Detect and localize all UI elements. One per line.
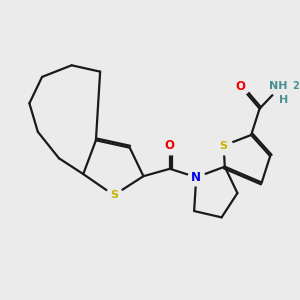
Text: H: H (279, 95, 288, 105)
Text: O: O (165, 139, 175, 152)
Text: S: S (110, 190, 118, 200)
Text: NH: NH (269, 81, 288, 92)
Text: 2: 2 (293, 81, 299, 92)
Text: O: O (236, 80, 246, 93)
Text: N: N (191, 171, 201, 184)
Text: S: S (220, 141, 228, 151)
